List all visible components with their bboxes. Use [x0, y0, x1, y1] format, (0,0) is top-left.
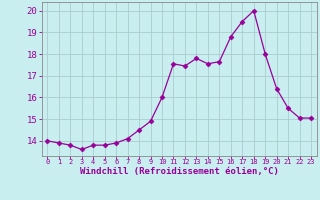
X-axis label: Windchill (Refroidissement éolien,°C): Windchill (Refroidissement éolien,°C) — [80, 167, 279, 176]
